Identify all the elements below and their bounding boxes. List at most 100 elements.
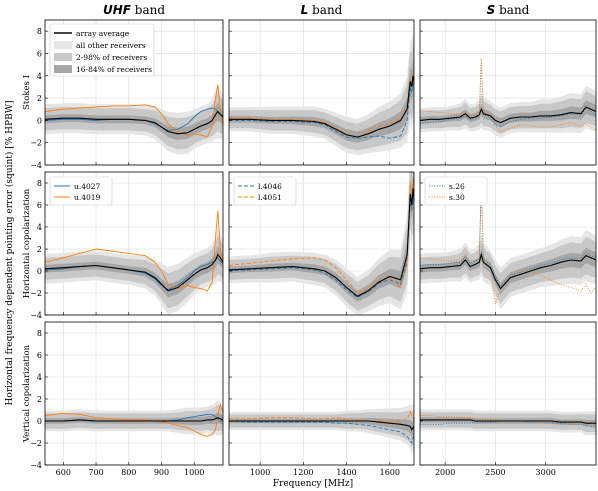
receiver-b-line [45,84,223,138]
legend-box [49,23,155,77]
band-16-84 [420,247,596,295]
receiver-a-line [420,420,596,429]
row-label: Horizontal copolarization [22,188,32,298]
y-tick-label: 6 [37,351,42,360]
panel-frame [419,321,597,466]
panel-l-row2: l.4046 l.4051 [228,171,415,316]
array-average-line [420,106,596,124]
legend-swatch-band [54,65,72,73]
receiver-legend-label: u.4027 [74,182,101,191]
x-tick-label: 3000 [536,468,556,477]
band-title-name: S [487,3,496,17]
legend-label: 16-84% of receivers [76,65,152,74]
receiver-legend-box [424,176,488,206]
y-tick-label: −4 [30,161,42,170]
legend-swatch-band [54,41,72,49]
receiver-b-line [45,210,223,292]
x-tick-label: 1000 [250,468,270,477]
band-2-98 [420,91,596,134]
receiver-legend: s.26 s.30 [424,176,488,206]
legend-label: array average [76,29,130,38]
receiver-legend: l.4046 l.4051 [233,176,297,206]
row-label: Vertical copolarization [22,344,32,443]
panel-frame [44,19,224,166]
x-tick-label: 1600 [380,468,400,477]
receiver-legend-label: u.4019 [74,193,101,202]
receiver-b-line [45,402,223,437]
y-tick-label: −2 [30,289,42,298]
band-16-84 [229,60,414,143]
panel-uhf-row3: −4 −2 0 2 4 6 8 600 700 800 900 1000 [30,321,224,477]
panel-frame [419,19,597,166]
band-title-name: L [301,3,309,17]
panel-frame [228,321,415,466]
y-tick-label: 8 [37,329,42,338]
array-average-line [420,419,596,424]
band-title-suffix: band [495,3,529,17]
band-16-84 [229,417,414,437]
panel-uhf-row2: −4 −2 0 2 4 6 8 u.4027 u.4019 [30,171,224,320]
panel-s-row1 [419,19,597,166]
band-2-98 [229,172,414,311]
receiver-b-line [420,180,596,305]
panel-s-row2: s.26 s.30 [419,171,597,316]
panel-frame [44,321,224,466]
y-tick-label: −2 [30,139,42,148]
receiver-b-line [420,57,596,133]
panel-s-row3: 2000 2500 3000 [419,321,597,477]
x-tick-label: 900 [154,468,169,477]
band-16-84 [229,173,414,302]
y-tick-label: 0 [37,417,42,426]
x-tick-label: 1000 [184,468,204,477]
receiver-b-line [420,415,596,425]
y-tick-label: 8 [37,179,42,188]
panel-l-row3: 1000 1200 1400 1600 [228,321,415,477]
y-tick-label: −4 [30,461,42,470]
x-tick-label: 2500 [485,468,505,477]
receiver-legend-label: l.4051 [258,193,282,202]
y-tick-label: 2 [37,94,42,103]
legend-swatch-band [54,53,72,61]
receiver-legend-box [233,176,297,206]
legend-label: 2-98% of receivers [76,53,147,62]
array-average-line [420,252,596,290]
panel-frame [44,171,224,316]
band-title: L band [301,3,343,17]
x-tick-label: 2000 [435,468,455,477]
receiver-legend-label: s.30 [449,193,465,202]
panel-l-row1 [228,19,415,166]
receiver-a-line [229,81,414,139]
panels-group: −4 −2 0 2 4 6 8 −4 −2 0 2 4 6 8 u.4027 u.4019 −4 −2 0 2 4 6 8 6… [30,19,597,477]
panel-frame [228,171,415,316]
row-labels: Stokes I Horizontal copolarization Vertica… [22,75,32,443]
legend: array average all other receivers 2-98% of… [49,23,155,77]
y-tick-label: 4 [37,373,42,382]
array-average-line [45,253,223,292]
panel-frame [419,171,597,316]
y-tick-label: 4 [37,223,42,232]
receiver-b-line [229,73,414,138]
band-title-name: UHF [103,3,132,17]
y-tick-label: 6 [37,201,42,210]
receiver-a-line [229,420,414,445]
receiver-b-line [229,177,414,294]
array-average-line [229,75,414,138]
band-title-suffix: band [308,3,342,17]
band-16-84 [45,412,223,425]
receiver-legend-label: s.26 [449,182,465,191]
y-tick-label: 2 [37,395,42,404]
band-16-84 [420,100,596,128]
array-average-line [229,420,414,431]
y-tick-label: 4 [37,72,42,81]
y-tick-label: −4 [30,311,42,320]
y-tick-label: 0 [37,116,42,125]
y-tick-label: 8 [37,27,42,36]
x-tick-label: 1400 [336,468,356,477]
panel-frame [228,19,415,166]
band-titles: UHF band L band S band [103,3,530,17]
y-axis-label: Horizontal frequency dependent pointing … [4,101,15,406]
y-tick-label: 6 [37,49,42,58]
band-16-84 [45,102,223,140]
band-title: S band [487,3,530,17]
